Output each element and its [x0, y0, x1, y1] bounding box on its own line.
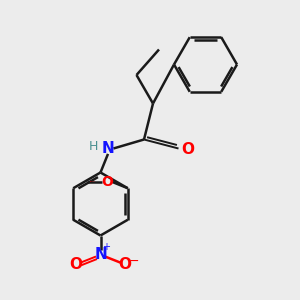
Text: O: O — [69, 257, 82, 272]
Text: H: H — [89, 140, 98, 153]
Text: methoxy: methoxy — [89, 180, 96, 181]
Text: O: O — [118, 257, 132, 272]
Text: −: − — [128, 254, 139, 268]
Text: N: N — [102, 141, 114, 156]
Text: O: O — [101, 175, 113, 189]
Text: +: + — [103, 242, 110, 253]
Text: N: N — [94, 247, 107, 262]
Text: O: O — [181, 142, 194, 157]
